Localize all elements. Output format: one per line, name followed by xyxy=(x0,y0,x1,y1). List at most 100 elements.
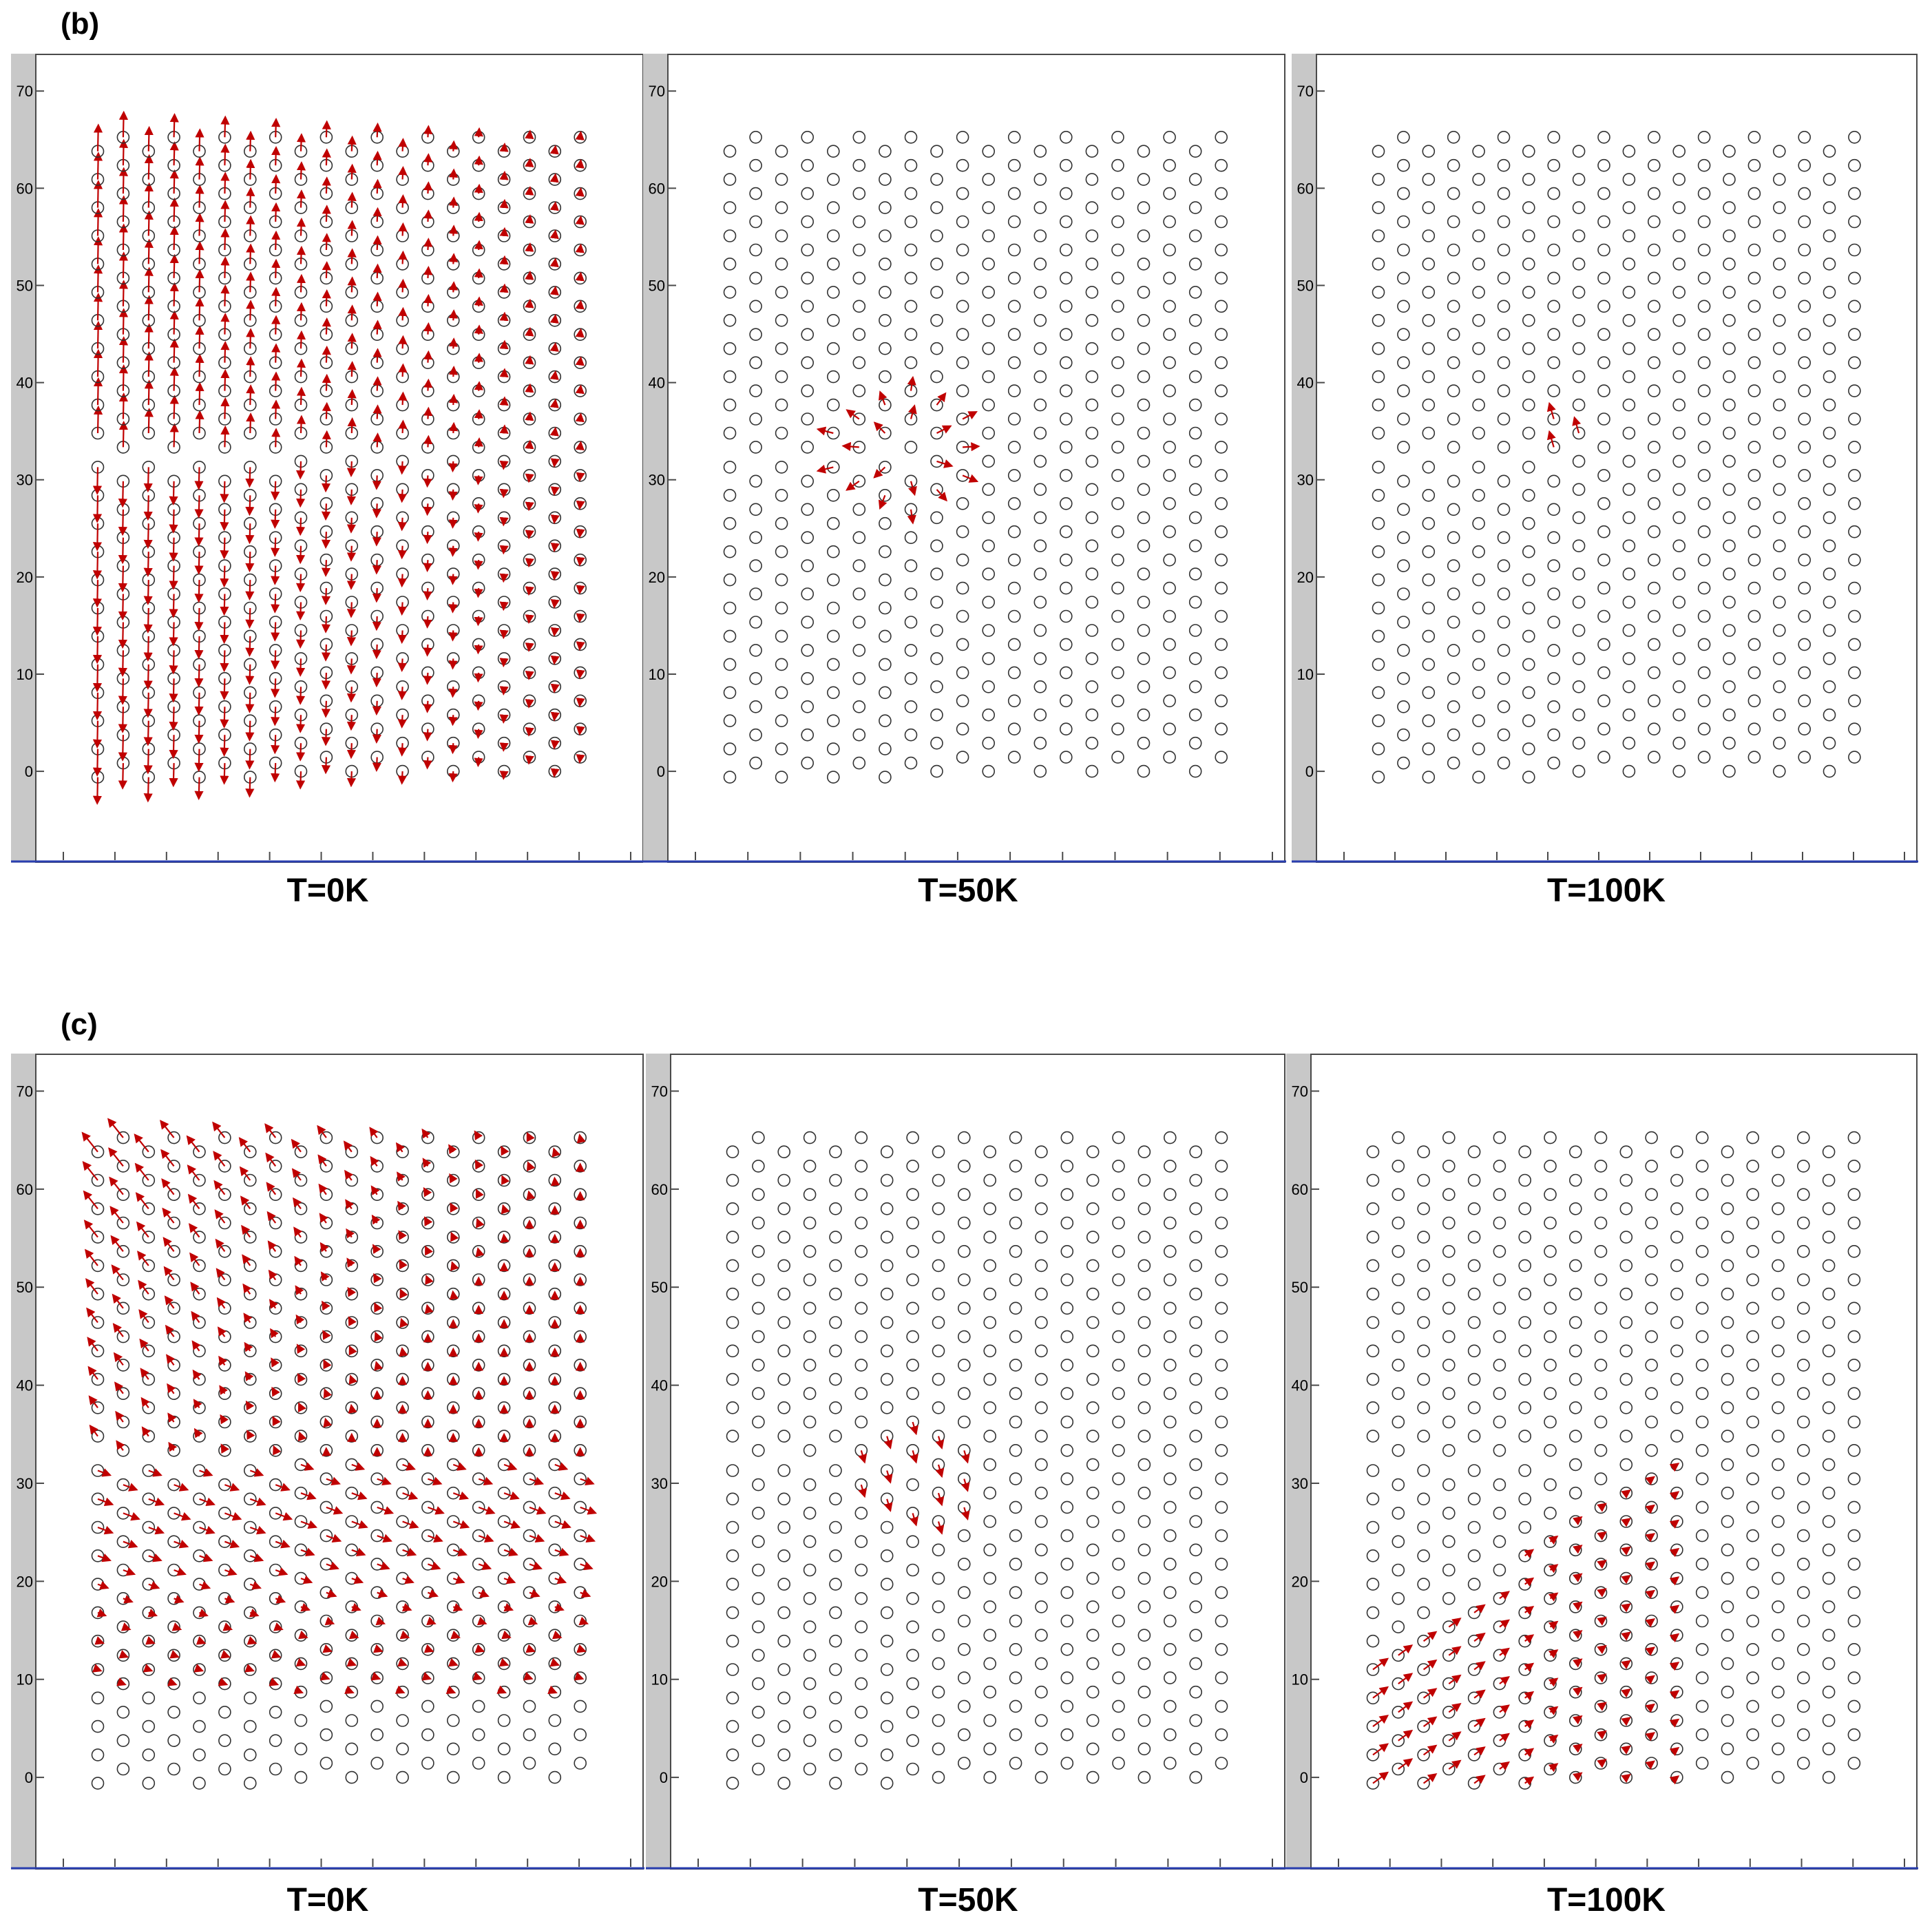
displacement-arrow xyxy=(94,1636,105,1645)
atom xyxy=(801,441,814,454)
displacement-arrow xyxy=(319,1671,330,1681)
displacement-arrow xyxy=(1669,1519,1680,1529)
y-tick-label: 50 xyxy=(651,1279,668,1296)
atom xyxy=(319,1586,333,1600)
displacement-arrow xyxy=(474,1644,485,1653)
atom xyxy=(1622,708,1636,722)
atom xyxy=(1033,708,1047,722)
atom xyxy=(852,328,866,342)
atom xyxy=(1772,454,1786,468)
atom xyxy=(852,215,866,229)
atom xyxy=(1497,756,1511,770)
atom xyxy=(1647,722,1661,736)
atom xyxy=(1522,488,1535,502)
atom xyxy=(904,559,918,572)
atom xyxy=(1137,1145,1151,1158)
displacement-arrow xyxy=(478,1589,490,1598)
atom xyxy=(752,1330,765,1343)
atom xyxy=(1372,313,1385,327)
displacement-arrow xyxy=(399,1259,408,1270)
atom xyxy=(1572,483,1586,496)
atom xyxy=(983,1401,997,1414)
atom xyxy=(1009,1642,1022,1656)
atom xyxy=(1422,686,1436,700)
atom xyxy=(1497,328,1511,342)
atom xyxy=(1594,1529,1608,1543)
atom xyxy=(1112,1415,1125,1429)
atom xyxy=(1572,652,1586,665)
atom xyxy=(1823,229,1836,242)
atom xyxy=(982,454,996,468)
atom xyxy=(1594,1301,1608,1315)
atom xyxy=(1544,1216,1557,1230)
atom xyxy=(1518,1663,1532,1676)
atom xyxy=(1417,1520,1430,1534)
displacement-arrow xyxy=(525,186,534,196)
atom xyxy=(574,1700,587,1713)
displacement-arrow xyxy=(145,1636,156,1645)
atom xyxy=(956,694,969,708)
displacement-arrow xyxy=(347,163,357,180)
displacement-arrow xyxy=(294,1255,304,1266)
atom xyxy=(1670,1145,1683,1158)
displacement-arrow xyxy=(351,1602,361,1612)
atom xyxy=(1086,1173,1100,1187)
atom xyxy=(1518,1372,1532,1386)
displacement-arrow xyxy=(936,425,952,434)
atom xyxy=(243,1492,257,1506)
displacement-arrow xyxy=(525,355,534,365)
atom xyxy=(1007,638,1021,651)
atom xyxy=(548,1344,562,1358)
atom xyxy=(906,1649,919,1662)
atom xyxy=(497,1316,511,1329)
displacement-arrow xyxy=(295,517,306,536)
atom xyxy=(801,131,814,144)
atom xyxy=(777,1606,790,1620)
atom xyxy=(1518,1344,1532,1358)
atom xyxy=(932,1629,945,1642)
atom xyxy=(1772,1287,1785,1301)
displacement-arrow xyxy=(428,1506,445,1515)
atom xyxy=(193,1430,206,1443)
atom xyxy=(497,1401,511,1414)
atom xyxy=(1472,342,1485,355)
atom xyxy=(1798,384,1812,397)
atom xyxy=(1747,751,1761,764)
atom xyxy=(1723,229,1736,242)
atom xyxy=(904,187,918,200)
displacement-arrow xyxy=(291,1168,302,1181)
atom xyxy=(1163,1558,1177,1571)
atom xyxy=(803,1677,817,1691)
displacement-arrow xyxy=(1573,1744,1583,1753)
atom xyxy=(548,1770,562,1784)
displacement-arrow xyxy=(574,1671,585,1681)
atom xyxy=(1392,1507,1405,1520)
atom xyxy=(421,1301,434,1315)
atom xyxy=(1188,736,1202,750)
atom xyxy=(1772,370,1786,384)
displacement-arrow xyxy=(143,692,153,718)
displacement-arrow xyxy=(448,602,458,614)
atom xyxy=(1747,300,1761,313)
displacement-arrow xyxy=(139,1338,149,1352)
atom xyxy=(396,1486,409,1500)
atom xyxy=(1009,1671,1022,1684)
atom xyxy=(1137,1202,1151,1215)
displacement-arrow xyxy=(108,1147,124,1167)
atom xyxy=(472,1415,485,1429)
displacement-arrow xyxy=(118,1650,129,1659)
y-tick-label: 30 xyxy=(651,1475,668,1492)
atom xyxy=(775,229,788,242)
atom xyxy=(957,1387,971,1401)
atom xyxy=(167,1443,180,1457)
atom xyxy=(1822,1372,1836,1386)
displacement-arrow xyxy=(171,1622,182,1631)
atom xyxy=(775,545,788,558)
atom xyxy=(1823,708,1836,722)
displacement-arrow xyxy=(1621,1489,1631,1499)
atom xyxy=(1772,1742,1785,1756)
atom xyxy=(1721,1714,1734,1727)
panel-label-c: (c) xyxy=(61,1007,98,1041)
atom xyxy=(396,1287,409,1301)
displacement-arrow xyxy=(81,1131,98,1153)
